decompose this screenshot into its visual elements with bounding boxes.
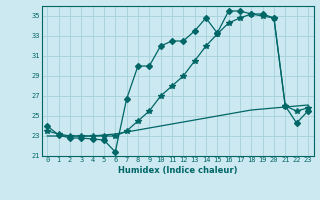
X-axis label: Humidex (Indice chaleur): Humidex (Indice chaleur) [118,166,237,175]
